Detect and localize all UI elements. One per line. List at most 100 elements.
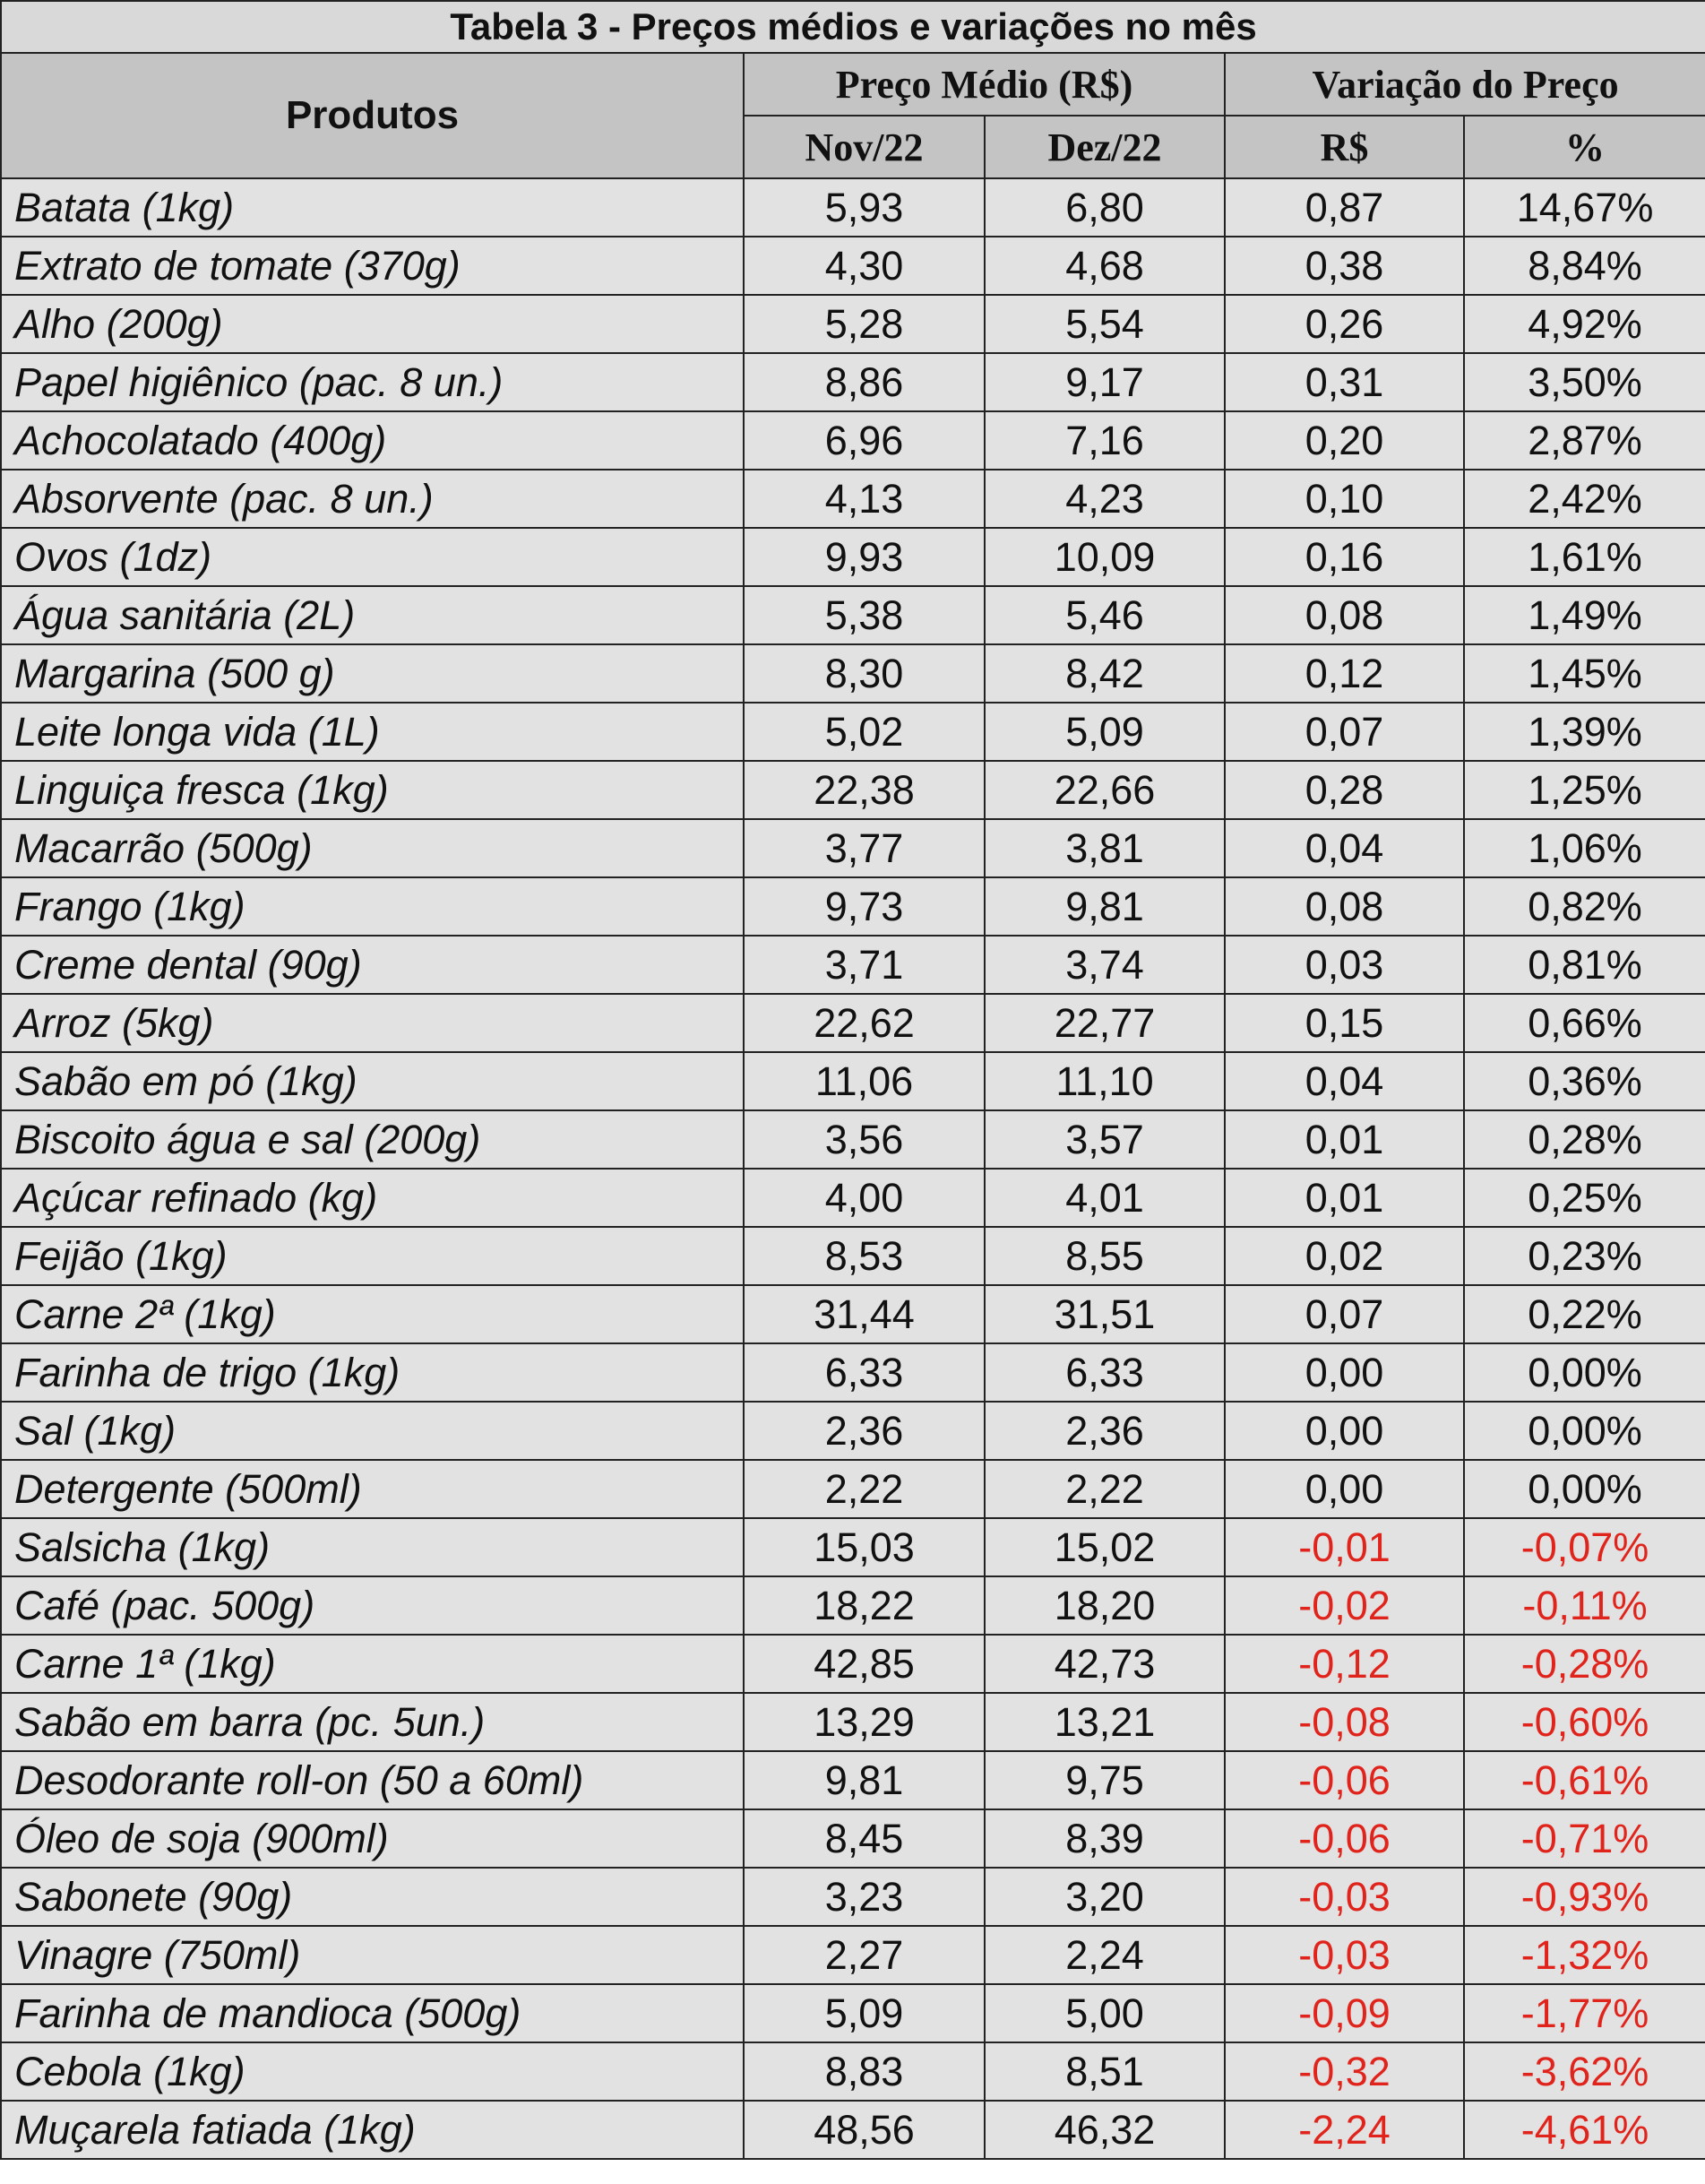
sub-header: Nov/22 xyxy=(743,115,986,179)
variation-percent: 3,50% xyxy=(1462,352,1705,412)
price-nov: 3,56 xyxy=(743,1109,986,1170)
price-nov: 2,27 xyxy=(743,1925,986,1985)
price-nov: 8,30 xyxy=(743,643,986,704)
table-row: Ovos (1dz) 9,93 10,09 0,16 1,61% xyxy=(0,527,1705,587)
price-dez: 15,02 xyxy=(984,1517,1226,1577)
variation-percent: 0,23% xyxy=(1462,1226,1705,1286)
table-row: Desodorante roll-on (50 a 60ml) 9,81 9,75-… xyxy=(0,1750,1705,1810)
price-nov: 3,71 xyxy=(743,935,986,995)
variation-value: -0,06 xyxy=(1224,1808,1465,1869)
price-dez: 8,55 xyxy=(984,1226,1226,1286)
table-row: Papel higiênico (pac. 8 un.) 8,86 9,17 0,31… xyxy=(0,352,1705,412)
table-row: Muçarela fatiada (1kg) 48,56 46,32 -2,24 -4,… xyxy=(0,2100,1705,2160)
variation-value: 0,02 xyxy=(1224,1226,1465,1286)
price-dez: 18,20 xyxy=(984,1575,1226,1636)
variation-percent: 4,92% xyxy=(1462,294,1705,354)
product: Cebola (1kg) xyxy=(0,2042,745,2102)
variation-value: 0,01 xyxy=(1224,1168,1465,1228)
variation-value: -0,02 xyxy=(1224,1575,1465,1636)
price-nov: 31,44 xyxy=(743,1284,986,1344)
price-nov: 3,77 xyxy=(743,818,986,878)
price-dez: 5,46 xyxy=(984,585,1226,645)
table-row: Macarrão (500g) 3,77 3,81 0,04 1,06% xyxy=(0,818,1705,878)
table-row: Sal (1kg) 2,36 2,36 0,00 0,00% xyxy=(0,1401,1705,1461)
table-row: Sabonete (90g) 3,23 3,20 -0,03 -0,93% xyxy=(0,1867,1705,1927)
price-dez: 5,00 xyxy=(984,1983,1226,2043)
table-row: Achocolatado (400g) 6,96 7,16 0,20 2,87% xyxy=(0,410,1705,470)
variation-value: 0,28 xyxy=(1224,760,1465,820)
variation-value: -0,01 xyxy=(1224,1517,1465,1577)
price-nov: 2,36 xyxy=(743,1401,986,1461)
table-row: Detergente (500ml) 2,22 2,22 0,00 0,00% xyxy=(0,1459,1705,1519)
price-nov: 42,85 xyxy=(743,1634,986,1694)
variation-percent: -0,93% xyxy=(1462,1867,1705,1927)
variation-percent: -3,62% xyxy=(1462,2042,1705,2102)
product: Sabão em barra (pc. 5un.) xyxy=(0,1692,745,1752)
variation-percent: 0,36% xyxy=(1462,1051,1705,1111)
product: Carne 2ª (1kg) xyxy=(0,1284,745,1344)
product: Ovos (1dz) xyxy=(0,527,745,587)
table-row: Leite longa vida (1L) 5,02 5,09 0,07 1,39% xyxy=(0,702,1705,762)
variation-percent: -0,60% xyxy=(1462,1692,1705,1752)
product: Feijão (1kg) xyxy=(0,1226,745,1286)
variation-value: 0,87 xyxy=(1224,177,1465,237)
price-nov: 8,86 xyxy=(743,352,986,412)
table-row: Linguiça fresca (1kg) 22,38 22,66 0,28 1,25% xyxy=(0,760,1705,820)
price-nov: 13,29 xyxy=(743,1692,986,1752)
product: Sal (1kg) xyxy=(0,1401,745,1461)
variation-percent: -0,28% xyxy=(1462,1634,1705,1694)
price-dez: 3,74 xyxy=(984,935,1226,995)
table-row: Frango (1kg) 9,73 9,81 0,08 0,82% xyxy=(0,876,1705,937)
price-dez: 8,51 xyxy=(984,2042,1226,2102)
variation-value: 0,20 xyxy=(1224,410,1465,470)
table-row: Alho (200g) 5,28 5,54 0,26 4,92% xyxy=(0,294,1705,354)
product: Açúcar refinado (kg) xyxy=(0,1168,745,1228)
price-dez: 2,22 xyxy=(984,1459,1226,1519)
variation-percent: 0,81% xyxy=(1462,935,1705,995)
variation-percent: -0,61% xyxy=(1462,1750,1705,1810)
variation-percent: -4,61% xyxy=(1462,2100,1705,2160)
table-row: Salsicha (1kg) 15,03 15,02 -0,01 -0,07% xyxy=(0,1517,1705,1577)
product: Alho (200g) xyxy=(0,294,745,354)
product: Muçarela fatiada (1kg) xyxy=(0,2100,745,2160)
variation-percent: 0,00% xyxy=(1462,1401,1705,1461)
variation-percent: 0,22% xyxy=(1462,1284,1705,1344)
variation-value: -0,06 xyxy=(1224,1750,1465,1810)
variation-value: 0,31 xyxy=(1224,352,1465,412)
table-row: Batata (1kg) 5,93 6,80 0,87 14,67% xyxy=(0,177,1705,237)
price-nov: 5,38 xyxy=(743,585,986,645)
variation-value: 0,01 xyxy=(1224,1109,1465,1170)
table-row: Absorvente (pac. 8 un.) 4,13 4,23 0,10 2,42% xyxy=(0,469,1705,529)
price-nov: 22,62 xyxy=(743,993,986,1053)
table-row: Carne 2ª (1kg) 31,44 31,51 0,07 0,22% xyxy=(0,1284,1705,1344)
price-nov: 9,73 xyxy=(743,876,986,937)
variation-value: 0,07 xyxy=(1224,702,1465,762)
variation-value: -0,32 xyxy=(1224,2042,1465,2102)
price-dez: 5,54 xyxy=(984,294,1226,354)
price-dez: 6,33 xyxy=(984,1342,1226,1403)
price-nov: 15,03 xyxy=(743,1517,986,1577)
table-row: Cebola (1kg) 8,83 8,51 -0,32 -3,62% xyxy=(0,2042,1705,2102)
price-dez: 8,42 xyxy=(984,643,1226,704)
price-nov: 9,93 xyxy=(743,527,986,587)
table-row: Óleo de soja (900ml) 8,45 8,39 -0,06 -0,71% xyxy=(0,1808,1705,1869)
variation-value: 0,08 xyxy=(1224,876,1465,937)
variation-value: -0,03 xyxy=(1224,1867,1465,1927)
sub-header: R$ xyxy=(1224,115,1465,179)
price-nov: 48,56 xyxy=(743,2100,986,2160)
product: Carne 1ª (1kg) xyxy=(0,1634,745,1694)
variation-value: 0,38 xyxy=(1224,236,1465,296)
variation-value: 0,03 xyxy=(1224,935,1465,995)
variation-value: 0,10 xyxy=(1224,469,1465,529)
product: Batata (1kg) xyxy=(0,177,745,237)
variation-percent: 1,49% xyxy=(1462,585,1705,645)
product: Creme dental (90g) xyxy=(0,935,745,995)
variation-value: -0,12 xyxy=(1224,1634,1465,1694)
product: Café (pac. 500g) xyxy=(0,1575,745,1636)
table-row: Água sanitária (2L) 5,38 5,46 0,08 1,49% xyxy=(0,585,1705,645)
price-nov: 11,06 xyxy=(743,1051,986,1111)
variation-value: 0,26 xyxy=(1224,294,1465,354)
price-nov: 18,22 xyxy=(743,1575,986,1636)
variation-percent: 0,66% xyxy=(1462,993,1705,1053)
